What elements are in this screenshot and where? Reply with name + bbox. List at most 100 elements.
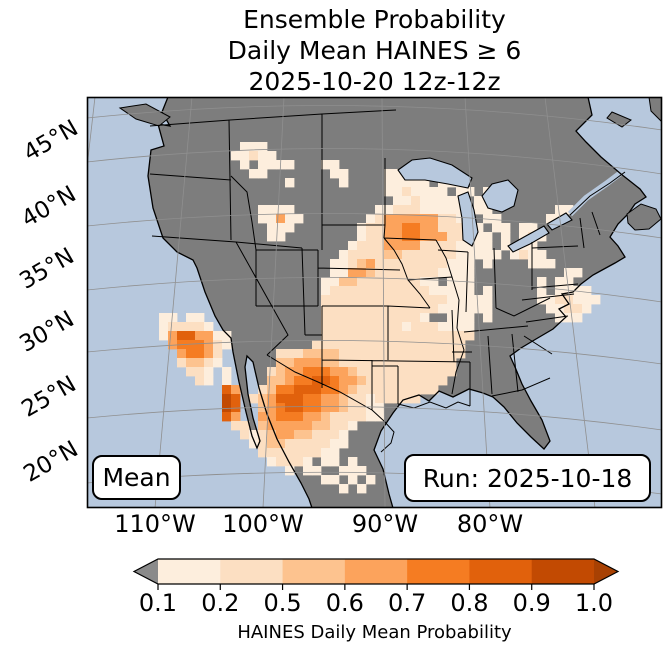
probability-cell (204, 322, 214, 332)
probability-cell (402, 277, 412, 287)
probability-cell (339, 259, 349, 269)
probability-cell (321, 376, 331, 386)
probability-cell (339, 331, 349, 341)
probability-cell (222, 394, 232, 404)
probability-cell (357, 313, 367, 323)
probability-cell (366, 214, 376, 224)
probability-cell (447, 205, 457, 215)
probability-cell (186, 349, 196, 359)
probability-cell (411, 304, 421, 314)
probability-cell (465, 322, 475, 332)
probability-cell (438, 367, 448, 377)
probability-cell (411, 250, 421, 260)
probability-cell (402, 178, 412, 188)
probability-cell (438, 358, 448, 368)
probability-cell (366, 250, 376, 260)
probability-cell (294, 367, 304, 377)
probability-cell (555, 295, 565, 305)
probability-cell (375, 322, 385, 332)
probability-cell (195, 367, 205, 377)
probability-cell (357, 322, 367, 332)
probability-cell (537, 250, 547, 260)
probability-cell (294, 457, 304, 467)
probability-cell (222, 331, 232, 341)
probability-cell (330, 268, 340, 278)
probability-cell (312, 412, 322, 422)
probability-cell (231, 421, 241, 431)
probability-cell (330, 322, 340, 332)
probability-cell (402, 223, 412, 233)
probability-cell (357, 403, 367, 413)
probability-cell (249, 394, 259, 404)
probability-cell (456, 214, 466, 224)
probability-cell (294, 421, 304, 431)
probability-cell (321, 349, 331, 359)
probability-cell (168, 331, 178, 341)
probability-cell (375, 214, 385, 224)
probability-cell (375, 277, 385, 287)
probability-cell (456, 349, 466, 359)
probability-cell (321, 430, 331, 440)
probability-cell (366, 475, 376, 485)
probability-cell (447, 214, 457, 224)
probability-cell (348, 313, 358, 323)
probability-cell (357, 304, 367, 314)
probability-cell (258, 151, 268, 161)
probability-cell (483, 214, 493, 224)
probability-cell (357, 241, 367, 251)
colorbar-segment (469, 559, 533, 584)
probability-cell (528, 259, 538, 269)
probability-cell (393, 241, 403, 251)
probability-cell (420, 340, 430, 350)
probability-cell (573, 286, 583, 296)
probability-cell (348, 268, 358, 278)
probability-cell (168, 322, 178, 332)
probability-cell (204, 349, 214, 359)
run-date-label: Run: 2025-10-18 (422, 463, 633, 493)
colorbar-over-arrow (594, 559, 618, 584)
probability-cell (384, 178, 394, 188)
probability-cell (348, 376, 358, 386)
probability-cell (222, 412, 232, 422)
probability-cell (447, 295, 457, 305)
probability-cell (231, 394, 241, 404)
probability-cell (294, 385, 304, 395)
probability-cell (573, 295, 583, 305)
probability-cell (258, 160, 268, 170)
probability-cell (501, 223, 511, 233)
map-frame (86, 96, 663, 509)
probability-cell (546, 304, 556, 314)
colorbar-ticks (157, 584, 595, 590)
probability-cell (447, 250, 457, 260)
probability-cell (393, 295, 403, 305)
probability-cell (321, 367, 331, 377)
colorbar-tick-label: 0.5 (263, 589, 302, 617)
probability-cell (339, 349, 349, 359)
probability-cell (267, 232, 277, 242)
probability-cell (303, 394, 313, 404)
probability-cell (330, 277, 340, 287)
probability-cell (339, 340, 349, 350)
probability-cell (294, 403, 304, 413)
probability-cell (195, 313, 205, 323)
probability-cell (267, 394, 277, 404)
probability-cell (312, 385, 322, 395)
probability-cell (330, 358, 340, 368)
probability-cell (393, 286, 403, 296)
probability-cell (276, 421, 286, 431)
probability-cell (330, 169, 340, 179)
probability-cell (384, 205, 394, 215)
colorbar-caption: HAINES Daily Mean Probability (237, 622, 512, 643)
probability-cell (438, 223, 448, 233)
probability-cell (330, 304, 340, 314)
probability-cell (321, 457, 331, 467)
probability-cell (168, 313, 178, 323)
probability-cell (303, 439, 313, 449)
probability-cell (294, 376, 304, 386)
probability-cell (456, 286, 466, 296)
probability-cell (402, 286, 412, 296)
probability-cell (438, 205, 448, 215)
probability-cell (420, 313, 430, 323)
probability-cell (438, 376, 448, 386)
probability-cell (393, 250, 403, 260)
